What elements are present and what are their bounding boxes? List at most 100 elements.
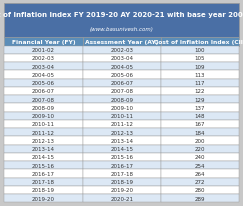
Text: Cost of Inflation Index (CII): Cost of Inflation Index (CII) [154, 40, 243, 44]
Text: 2016-17: 2016-17 [32, 171, 55, 176]
Text: 2004-05: 2004-05 [32, 73, 55, 78]
Bar [161, 96, 239, 104]
Bar [161, 63, 239, 71]
Bar [161, 120, 239, 128]
Text: 2007-08: 2007-08 [32, 97, 55, 102]
Text: 289: 289 [195, 196, 205, 201]
Bar [161, 112, 239, 120]
Text: 2014-15: 2014-15 [32, 155, 55, 160]
Text: (www.basunivesh.com): (www.basunivesh.com) [90, 27, 153, 32]
Text: 2015-16: 2015-16 [32, 163, 55, 168]
Bar [83, 63, 161, 71]
Text: 2009-10: 2009-10 [111, 105, 134, 110]
Bar [83, 38, 161, 46]
Text: 2003-04: 2003-04 [111, 56, 134, 61]
Bar [83, 153, 161, 161]
Bar [4, 104, 83, 112]
Text: 2019-20: 2019-20 [111, 187, 134, 192]
Bar [4, 186, 83, 194]
Text: 2015-16: 2015-16 [111, 155, 134, 160]
Bar [4, 128, 83, 137]
Bar [4, 63, 83, 71]
Text: 2018-19: 2018-19 [111, 179, 134, 184]
Bar [4, 161, 83, 170]
Bar [161, 38, 239, 46]
Bar [161, 71, 239, 79]
Text: 2001-02: 2001-02 [32, 48, 55, 53]
Bar [83, 194, 161, 202]
Bar [4, 145, 83, 153]
Text: 109: 109 [195, 64, 205, 69]
Text: 184: 184 [195, 130, 205, 135]
Bar [161, 194, 239, 202]
Text: 105: 105 [195, 56, 205, 61]
Text: 2013-14: 2013-14 [111, 138, 134, 143]
Bar [83, 186, 161, 194]
Text: Cost of Inflation Index FY 2019-20 AY 2020-21 with base year 2001-02: Cost of Inflation Index FY 2019-20 AY 20… [0, 12, 243, 18]
Bar [83, 170, 161, 178]
Bar [4, 96, 83, 104]
Text: 2009-10: 2009-10 [32, 114, 55, 119]
Bar [4, 137, 83, 145]
Text: 2012-13: 2012-13 [32, 138, 55, 143]
Bar [4, 87, 83, 96]
Bar [161, 170, 239, 178]
Text: 167: 167 [195, 122, 205, 127]
Text: 2004-05: 2004-05 [111, 64, 134, 69]
Text: Assessment Year (AY): Assessment Year (AY) [85, 40, 159, 44]
Text: 2002-03: 2002-03 [111, 48, 134, 53]
Text: 220: 220 [195, 146, 205, 151]
Text: 2008-09: 2008-09 [32, 105, 55, 110]
Text: 2016-17: 2016-17 [111, 163, 134, 168]
Bar [83, 55, 161, 63]
Text: 2018-19: 2018-19 [32, 187, 55, 192]
Bar [161, 128, 239, 137]
Bar [83, 161, 161, 170]
Bar [83, 128, 161, 137]
Text: Financial Year (FY): Financial Year (FY) [12, 40, 75, 44]
Bar [83, 79, 161, 87]
Bar [83, 145, 161, 153]
Text: 2017-18: 2017-18 [32, 179, 55, 184]
Bar [161, 161, 239, 170]
Text: 254: 254 [195, 163, 205, 168]
Bar [83, 178, 161, 186]
Bar [161, 178, 239, 186]
Bar [83, 87, 161, 96]
Bar [161, 79, 239, 87]
Text: 148: 148 [195, 114, 205, 119]
Text: 2011-12: 2011-12 [111, 122, 134, 127]
Bar [161, 55, 239, 63]
Text: 2002-03: 2002-03 [32, 56, 55, 61]
Text: 272: 272 [195, 179, 205, 184]
Bar [161, 104, 239, 112]
Text: 2011-12: 2011-12 [32, 130, 55, 135]
Text: 117: 117 [195, 81, 205, 86]
Text: 2010-11: 2010-11 [32, 122, 55, 127]
Text: 200: 200 [195, 138, 205, 143]
Text: 240: 240 [195, 155, 205, 160]
Bar [4, 71, 83, 79]
Bar [161, 46, 239, 55]
Bar [4, 194, 83, 202]
Bar [4, 4, 239, 38]
Bar [4, 153, 83, 161]
Bar [161, 87, 239, 96]
Text: 2010-11: 2010-11 [111, 114, 134, 119]
Text: 2005-06: 2005-06 [111, 73, 134, 78]
Text: 113: 113 [195, 73, 205, 78]
Text: 2007-08: 2007-08 [111, 89, 134, 94]
Bar [161, 186, 239, 194]
Text: 2020-21: 2020-21 [111, 196, 134, 201]
Text: 122: 122 [195, 89, 205, 94]
Text: 2012-13: 2012-13 [111, 130, 134, 135]
Text: 264: 264 [195, 171, 205, 176]
Text: 2019-20: 2019-20 [32, 196, 55, 201]
Bar [161, 137, 239, 145]
Bar [83, 104, 161, 112]
Text: 280: 280 [195, 187, 205, 192]
Bar [4, 55, 83, 63]
Text: 2005-06: 2005-06 [32, 81, 55, 86]
Bar [4, 46, 83, 55]
Text: 2003-04: 2003-04 [32, 64, 55, 69]
